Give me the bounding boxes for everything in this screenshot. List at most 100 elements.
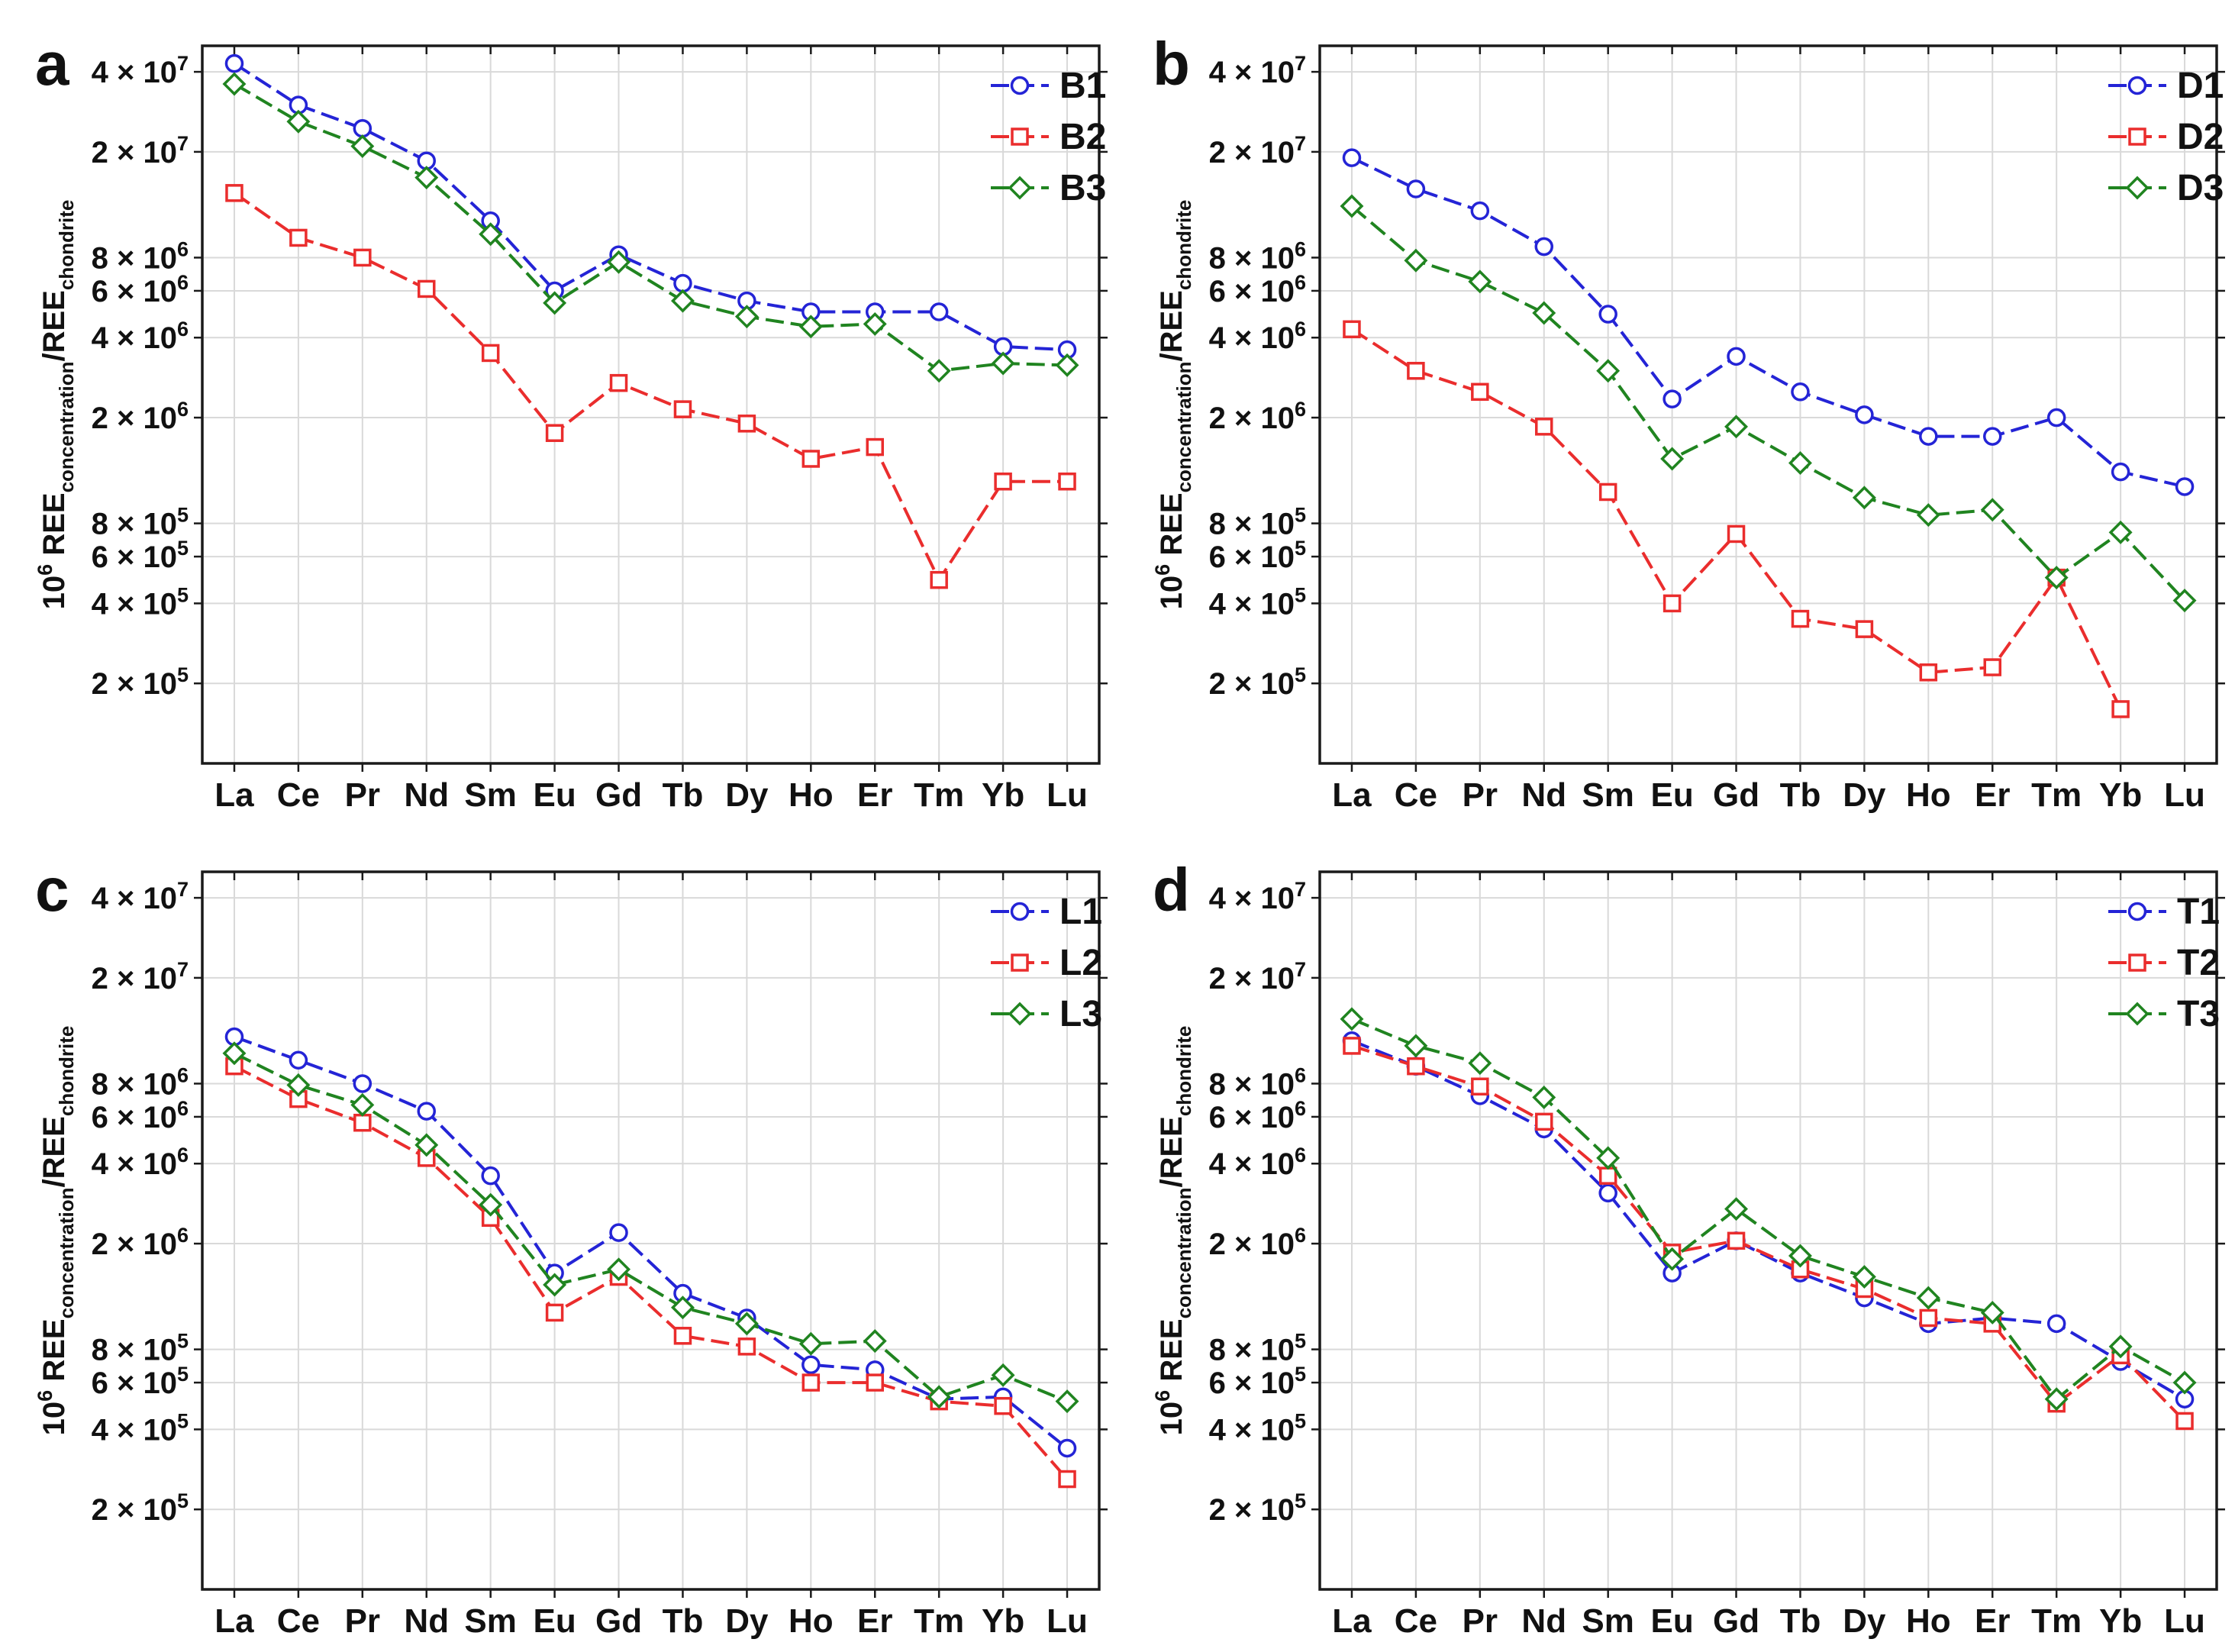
- y-tick-label: 8 × 105: [92, 1330, 189, 1367]
- x-tick-label: Nd: [404, 1602, 449, 1640]
- x-tick-label: Yb: [982, 776, 1024, 814]
- y-tick-label: 4 × 107: [1209, 878, 1306, 915]
- y-tick-label: 4 × 106: [1209, 318, 1306, 355]
- y-tick-label: 4 × 107: [92, 878, 189, 915]
- x-tick-label: Ho: [1906, 1602, 1951, 1640]
- y-tick-label: 8 × 105: [1209, 1330, 1306, 1367]
- series-line: [1351, 1044, 2186, 1422]
- x-tick-label: Eu: [533, 1602, 576, 1640]
- x-tick-label: Ho: [1906, 776, 1951, 814]
- x-axis-labels: La Ce Pr Nd Sm Eu Gd Tb Dy Ho Er Tm Yb Lu: [1332, 1602, 2205, 1640]
- x-tick-label: Tb: [663, 776, 704, 814]
- plot-border: [1318, 870, 2218, 1591]
- legend-label: L3: [1059, 994, 1102, 1034]
- x-tick-label: Lu: [1047, 776, 1088, 814]
- x-tick-label: Pr: [1463, 1602, 1498, 1640]
- y-tick-label: 2 × 106: [92, 1224, 189, 1261]
- series-line: [234, 1052, 1068, 1403]
- x-tick-label: Ce: [1395, 776, 1437, 814]
- legend: B1 B2 B3: [991, 66, 1106, 208]
- y-tick-label: 2 × 106: [92, 398, 189, 435]
- y-tick-label: 4 × 106: [92, 1144, 189, 1181]
- plot-border: [201, 870, 1101, 1591]
- y-tick-label: 8 × 106: [1209, 237, 1306, 275]
- series-L3: [222, 1041, 1079, 1414]
- y-tick-label: 8 × 106: [92, 1063, 189, 1101]
- series-line: [1350, 205, 2186, 602]
- x-tick-label: La: [1332, 1602, 1372, 1640]
- x-tick-label: Dy: [1843, 1602, 1886, 1640]
- x-tick-label: Nd: [404, 776, 449, 814]
- panel-d: d La Ce Pr Nd Sm Eu Gd Tb Dy Ho Er Tm Yb Lu 4 × 107 2 ×…: [1118, 826, 2235, 1652]
- x-tick-label: Yb: [982, 1602, 1024, 1640]
- x-tick-label: Eu: [1650, 776, 1693, 814]
- series-B3: [222, 72, 1079, 383]
- legend-label: B1: [1059, 66, 1106, 106]
- series-line: [1351, 1039, 2186, 1401]
- y-tick-label: 2 × 105: [92, 1489, 189, 1527]
- panel-letter-d: d: [1153, 856, 1190, 924]
- y-tick-label: 6 × 105: [92, 1363, 189, 1400]
- x-tick-label: Tm: [2031, 1602, 2082, 1640]
- x-tick-label: Tb: [1780, 1602, 1821, 1640]
- y-tick-label: 4 × 105: [92, 583, 189, 621]
- y-tick-label: 8 × 106: [1209, 1063, 1306, 1101]
- legend-label: B2: [1059, 117, 1106, 157]
- x-tick-label: Ce: [277, 1602, 320, 1640]
- x-tick-label: Gd: [595, 1602, 642, 1640]
- chart-panel-a: La Ce Pr Nd Sm Eu Gd Tb Dy Ho Er Tm Yb Lu 4 × 107 2 × 1…: [34, 44, 1108, 814]
- x-tick-label: La: [214, 776, 254, 814]
- legend: L1 L2 L3: [991, 892, 1102, 1034]
- x-tick-label: Sm: [1582, 1602, 1634, 1640]
- y-tick-label: 6 × 106: [92, 1097, 189, 1134]
- y-tick-label: 2 × 105: [92, 663, 189, 701]
- y-tick-label: 2 × 107: [92, 132, 189, 169]
- y-tick-label: 6 × 105: [1209, 537, 1306, 574]
- x-tick-label: Sm: [464, 776, 516, 814]
- series-line: [234, 1035, 1069, 1450]
- x-tick-label: Dy: [1843, 776, 1886, 814]
- legend-label: T2: [2177, 943, 2220, 983]
- x-tick-label: Gd: [1713, 776, 1759, 814]
- y-tick-label: 2 × 107: [1209, 132, 1306, 169]
- plot-border: [201, 44, 1101, 765]
- x-tick-label: Eu: [533, 776, 576, 814]
- y-tick-label: 2 × 107: [1209, 958, 1306, 995]
- y-tick-label: 4 × 107: [1209, 52, 1306, 89]
- series-D1: [1342, 148, 2195, 496]
- y-tick-label: 2 × 105: [1209, 663, 1306, 701]
- x-tick-label: Ho: [789, 776, 834, 814]
- y-tick-label: 6 × 106: [92, 271, 189, 308]
- series-T2: [1343, 1037, 2194, 1431]
- tick-marks: [1311, 46, 2225, 772]
- chart-panel-d: La Ce Pr Nd Sm Eu Gd Tb Dy Ho Er Tm Yb Lu 4 × 107 2 × 1…: [1151, 870, 2225, 1640]
- series-line: [1351, 1017, 2185, 1402]
- y-tick-label: 2 × 107: [92, 958, 189, 995]
- legend-label: L1: [1059, 892, 1102, 932]
- x-tick-label: Er: [1975, 776, 2010, 814]
- series-B1: [224, 53, 1077, 360]
- series-line: [234, 1064, 1069, 1480]
- x-tick-label: Er: [857, 1602, 892, 1640]
- legend: D1 D2 D3: [2108, 66, 2224, 208]
- y-tick-label: 4 × 105: [1209, 1409, 1306, 1447]
- tick-marks: [1311, 872, 2225, 1598]
- legend-label: D2: [2177, 117, 2224, 157]
- x-tick-label: Gd: [1713, 1602, 1759, 1640]
- x-axis-labels: La Ce Pr Nd Sm Eu Gd Tb Dy Ho Er Tm Yb Lu: [214, 776, 1088, 814]
- panel-letter-b: b: [1153, 30, 1190, 98]
- y-tick-label: 6 × 105: [92, 537, 189, 574]
- x-tick-label: Yb: [2099, 1602, 2142, 1640]
- series-line: [233, 192, 1067, 583]
- x-axis-labels: La Ce Pr Nd Sm Eu Gd Tb Dy Ho Er Tm Yb Lu: [1332, 776, 2205, 814]
- panel-a: a La Ce Pr Nd Sm Eu Gd Tb Dy Ho Er Tm Yb Lu 4 × 107 2 ×…: [0, 0, 1118, 826]
- x-tick-label: Lu: [2164, 776, 2205, 814]
- y-tick-label: 8 × 105: [1209, 504, 1306, 541]
- x-tick-label: Pr: [345, 776, 380, 814]
- y-tick-label: 6 × 106: [1209, 1097, 1306, 1134]
- x-tick-label: Sm: [464, 1602, 516, 1640]
